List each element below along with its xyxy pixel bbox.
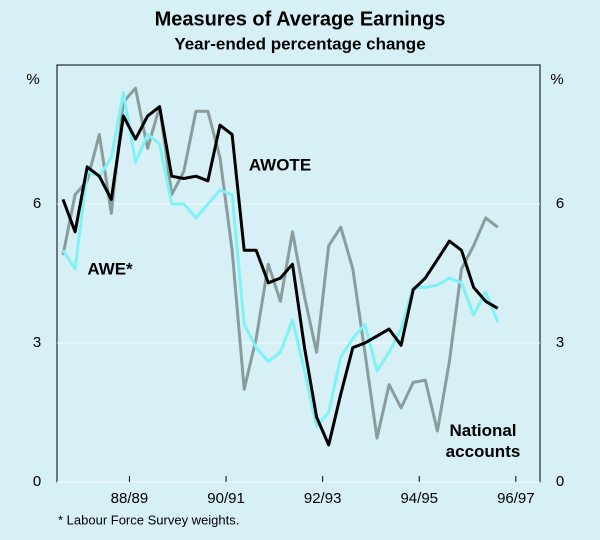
y2-tick-label: 0 bbox=[556, 473, 564, 490]
x-tick-label: 90/91 bbox=[207, 490, 245, 507]
series-label: National accounts bbox=[445, 421, 521, 461]
x-tick-label: 92/93 bbox=[304, 490, 342, 507]
footnote: * Labour Force Survey weights. bbox=[58, 512, 239, 527]
y-axis-label: % bbox=[26, 71, 39, 88]
series-label: AWOTE bbox=[249, 155, 311, 174]
y2-tick-label: 6 bbox=[556, 195, 564, 212]
y-tick-label: 0 bbox=[33, 473, 41, 490]
series-label: AWE* bbox=[87, 259, 133, 278]
x-tick-label: 94/95 bbox=[400, 490, 438, 507]
y-tick-label: 3 bbox=[33, 334, 41, 351]
chart-subtitle: Year-ended percentage change bbox=[174, 34, 425, 53]
x-tick-label: 96/97 bbox=[497, 490, 535, 507]
series-line bbox=[61, 91, 500, 428]
y2-tick-label: 3 bbox=[556, 334, 564, 351]
x-tick-label: 88/89 bbox=[111, 490, 149, 507]
y-tick-label: 6 bbox=[33, 195, 41, 212]
series-line bbox=[61, 105, 499, 447]
series-line bbox=[61, 86, 499, 440]
y2-axis-label: % bbox=[550, 71, 563, 88]
chart-title: Measures of Average Earnings bbox=[155, 8, 446, 30]
